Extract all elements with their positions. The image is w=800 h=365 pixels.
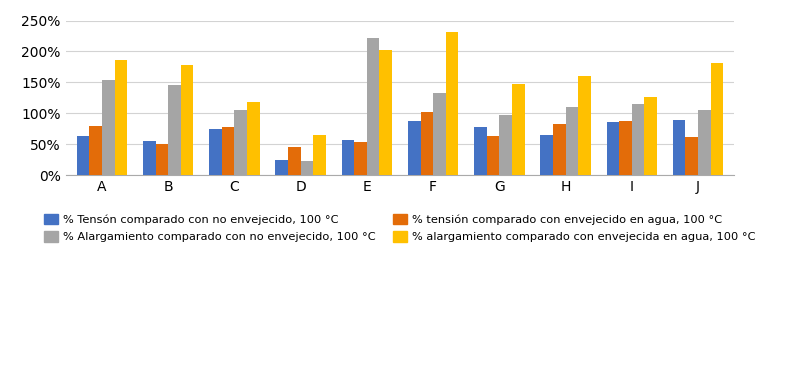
Bar bbox=[421, 112, 433, 176]
Bar bbox=[553, 124, 566, 176]
Bar bbox=[433, 93, 446, 176]
Bar bbox=[143, 141, 155, 176]
Bar bbox=[354, 142, 367, 176]
Bar bbox=[512, 84, 525, 176]
Bar bbox=[606, 122, 619, 176]
Bar bbox=[367, 38, 379, 176]
Bar bbox=[288, 147, 301, 176]
Bar bbox=[632, 104, 645, 176]
Bar bbox=[379, 50, 392, 176]
Bar bbox=[673, 120, 686, 176]
Bar bbox=[566, 107, 578, 176]
Bar bbox=[686, 137, 698, 176]
Bar bbox=[698, 110, 710, 176]
Bar bbox=[275, 160, 288, 176]
Bar bbox=[710, 63, 723, 176]
Bar bbox=[578, 76, 590, 176]
Bar bbox=[234, 110, 247, 176]
Bar bbox=[342, 140, 354, 176]
Bar bbox=[446, 32, 458, 176]
Bar bbox=[486, 137, 499, 176]
Bar bbox=[102, 80, 114, 176]
Bar bbox=[541, 135, 553, 176]
Bar bbox=[222, 127, 234, 176]
Bar bbox=[645, 97, 657, 176]
Bar bbox=[474, 127, 486, 176]
Bar bbox=[90, 126, 102, 176]
Bar bbox=[210, 129, 222, 176]
Bar bbox=[499, 115, 512, 176]
Bar bbox=[408, 121, 421, 176]
Legend: % Tensón comparado con no envejecido, 100 °C, % Alargamiento comparado con no en: % Tensón comparado con no envejecido, 10… bbox=[39, 209, 761, 247]
Bar bbox=[314, 135, 326, 176]
Bar bbox=[114, 60, 127, 176]
Bar bbox=[155, 144, 168, 176]
Bar bbox=[181, 65, 194, 176]
Bar bbox=[301, 161, 314, 176]
Bar bbox=[247, 102, 259, 176]
Bar bbox=[168, 85, 181, 176]
Bar bbox=[77, 137, 90, 176]
Bar bbox=[619, 121, 632, 176]
